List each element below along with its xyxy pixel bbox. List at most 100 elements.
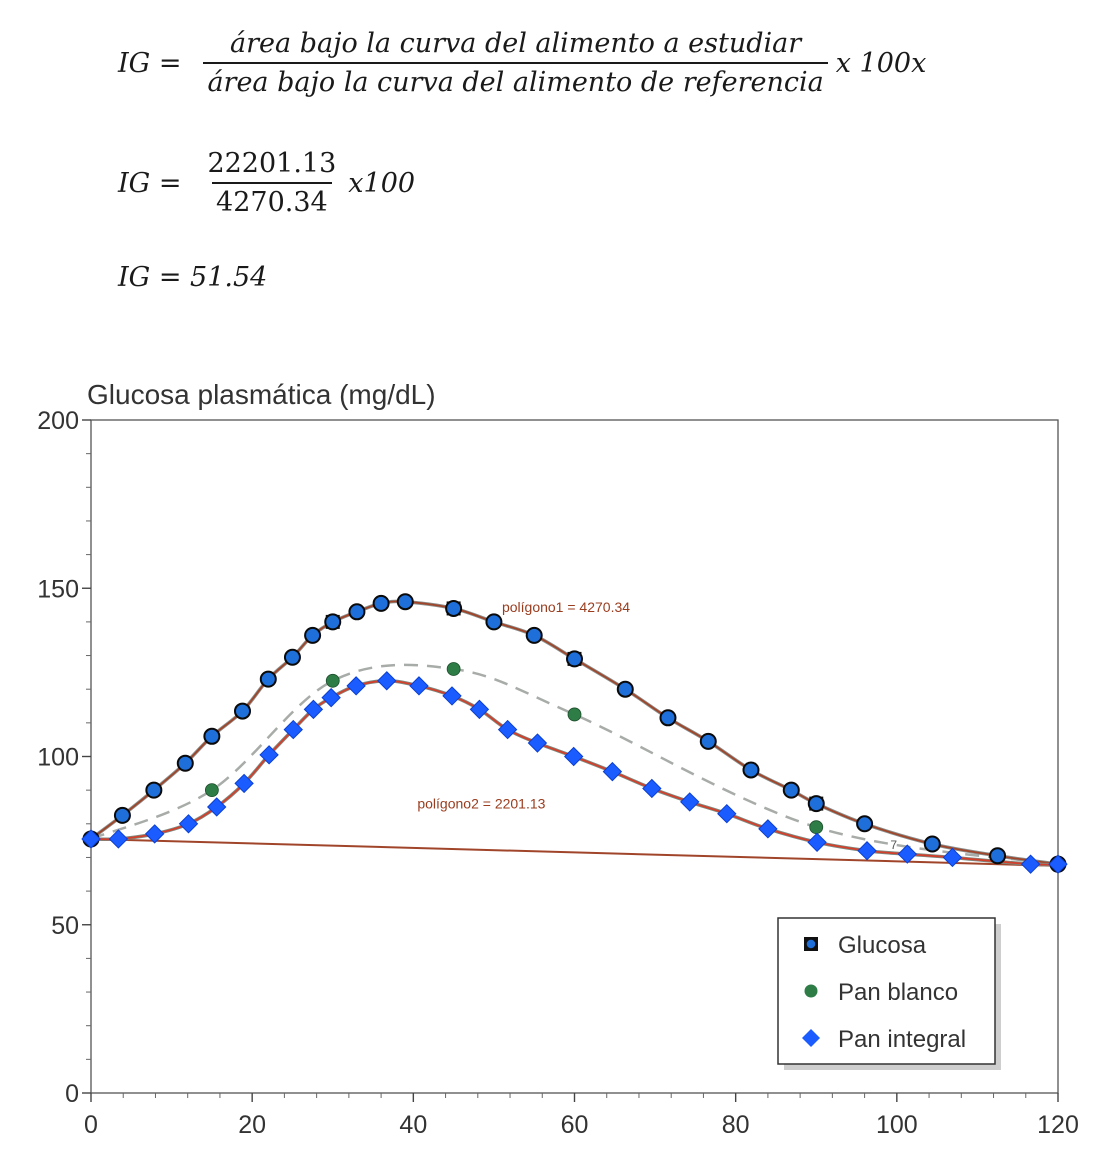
glucosa-point [807,795,825,813]
point-tag: 7 [890,838,897,852]
pan-blanco-line [90,663,1059,866]
pan-integral-point [527,733,548,753]
pan-integral-point [563,746,584,767]
pan-integral-point [81,829,101,849]
legend: Glucosa Pan blanco Pan integral [777,917,1001,1070]
pan-blanco-point [567,707,582,722]
pan-blanco-point [446,662,461,676]
glucosa-point [856,815,874,833]
pan-integral-point [497,719,518,740]
glucose-chart: 0 50 100 150 200 0 20 40 60 80 100 120 Glucosa plas… [0,370,1104,1166]
formula-denominator: 4270.34 [212,182,332,218]
pan-integral-point [108,829,129,849]
polygon-annotation: polígono2 = 2201.13 [417,796,545,812]
pan-integral-point [442,686,462,706]
formula-numerator: 22201.13 [207,148,337,179]
glucosa-point [372,594,390,612]
glucosa-point [742,761,760,779]
pan-integral-point [680,792,700,812]
x-tick-label: 100 [876,1111,918,1139]
chart-text: Glucosa plasmática (mg/dL) polígono1 = 42… [87,379,897,852]
glucosa-point [989,847,1007,865]
baseline-line [90,837,1059,867]
glucosa-point [348,603,366,621]
glucosa-point [566,650,583,668]
formula-numerator: área bajo la curva del alimento a estudi… [230,28,802,59]
series-points [81,593,1068,874]
glucosa-point [259,670,277,688]
formula-fraction: 22201.13 4270.34 [203,148,340,218]
formula-definition: IG = área bajo la curva del alimento a e… [118,28,926,98]
legend-label: Pan integral [838,1026,966,1053]
glucosa-point [659,709,677,727]
pan-integral-point [1048,854,1068,874]
pan-integral-point [642,778,662,799]
glucosa-point [525,626,543,644]
pan-integral-point [758,819,778,839]
x-tick-label: 40 [399,1111,427,1139]
pan-blanco-point [204,783,219,798]
x-tick-label: 80 [722,1111,750,1139]
formula-substitution: IG = 22201.13 4270.34 x100 [118,148,415,218]
legend-glucosa-marker-dot [805,938,817,950]
pan-integral-point [807,832,827,853]
pan-integral-point [303,699,324,720]
pan-integral-point [469,699,490,720]
glucosa-point [485,613,503,631]
pan-integral-point [942,847,963,868]
chart-svg: 0 50 100 150 200 0 20 40 60 80 100 120 Glucosa plas… [37,379,1079,1139]
glucosa-point [113,806,131,824]
formula-denominator: área bajo la curva del alimento de refer… [203,62,828,98]
pan-integral-point [346,676,366,696]
glucosa-point [445,599,463,617]
formula-lhs: IG = [118,167,182,199]
glucosa-point [923,835,941,853]
glucosa-point [782,781,800,799]
glucosa-point [616,680,634,698]
pan-blanco-point [325,673,340,688]
glucosa-point [699,732,717,750]
legend-pan-integral-marker [802,1029,820,1047]
pan-integral-point [259,745,279,765]
formula-suffix: x 100x [835,47,927,79]
formula-fraction: área bajo la curva del alimento a estudi… [203,28,828,98]
chart-title: Glucosa plasmática (mg/dL) [87,379,436,410]
y-tick-label: 0 [65,1080,79,1108]
x-tick-label: 20 [238,1111,266,1139]
pan-integral-point [717,803,737,824]
pan-integral-point [178,814,199,834]
x-tick-label: 0 [84,1111,98,1139]
formula-lhs: IG = [118,47,182,79]
pan-integral-point [321,687,341,708]
y-tick-label: 150 [37,575,79,603]
pan-integral-point [857,841,877,861]
pan-integral-point [207,797,227,817]
pan-integral-point [602,761,623,782]
glucosa-point [304,626,322,644]
formula-result-text: IG = 51.54 [118,262,268,293]
formula-result: IG = 51.54 [118,262,267,293]
pan-blanco-point [809,820,824,835]
pan-integral-point [377,671,397,691]
formula-suffix: x100 [348,167,416,199]
pan-integral-point [897,844,918,864]
x-tick-label: 60 [561,1111,589,1139]
legend-label: Pan blanco [838,979,958,1006]
glucosa-point [203,727,221,745]
pan-integral-point [283,719,303,740]
pan-integral-point [409,676,429,696]
pan-integral-point [1020,854,1041,874]
glucosa-point [176,754,194,772]
y-tick-label: 50 [51,912,79,940]
polygon-annotation: polígono1 = 4270.34 [502,599,630,615]
glucosa-point [396,593,414,611]
x-tick-label: 120 [1037,1111,1079,1139]
glucosa-point [145,781,163,799]
glucosa-point [324,613,342,631]
glucosa-point [283,648,301,666]
legend-label: Glucosa [838,932,927,959]
legend-pan-blanco-marker [804,984,818,998]
glucosa-point [233,702,251,720]
y-tick-label: 200 [37,407,79,435]
pan-integral-point [234,773,254,794]
